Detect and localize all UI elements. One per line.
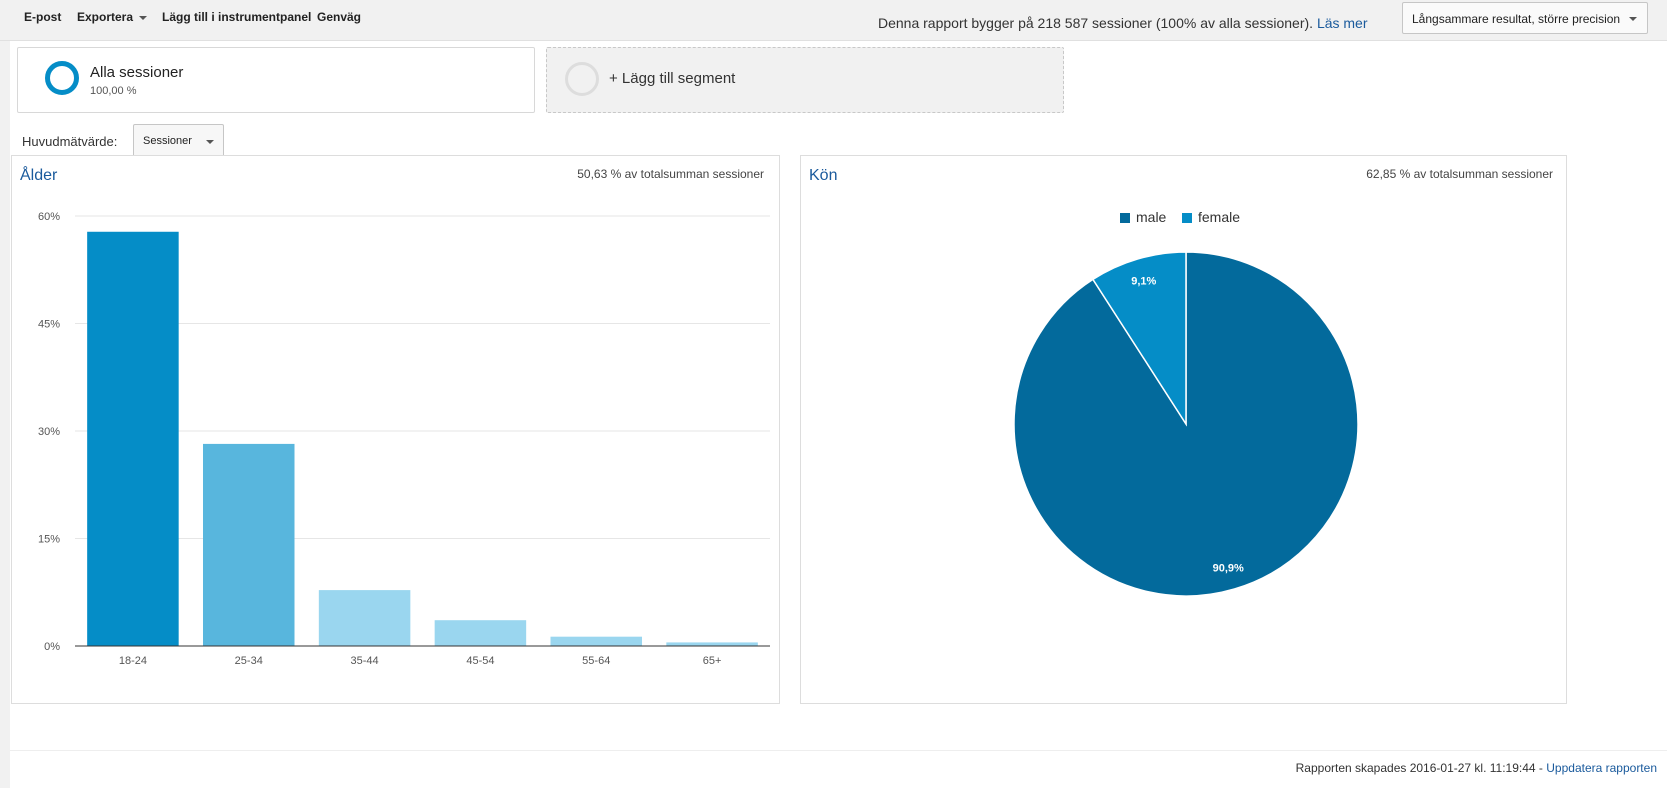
report-created-note: Rapporten skapades 2016-01-27 kl. 11:19:…: [1296, 761, 1657, 775]
segment-all-sessions[interactable]: Alla sessioner 100,00 %: [17, 47, 535, 113]
y-tick-label: 45%: [38, 319, 60, 331]
gender-panel: Kön 62,85 % av totalsumman sessioner mal…: [800, 155, 1567, 704]
export-label: Exportera: [77, 10, 134, 24]
pie-label-male: 90,9%: [1213, 563, 1244, 575]
legend-label-female: female: [1198, 209, 1241, 225]
sampling-note: Denna rapport bygger på 218 587 sessione…: [878, 15, 1368, 31]
x-tick-label: 55-64: [582, 655, 610, 667]
gender-panel-title: Kön: [809, 167, 838, 184]
x-tick-label: 65+: [703, 655, 722, 667]
chevron-down-icon: [1629, 17, 1637, 21]
age-panel-title: Ålder: [20, 167, 58, 184]
report-created-text: Rapporten skapades 2016-01-27 kl. 11:19:…: [1295, 761, 1543, 775]
segment-title: Alla sessioner: [90, 64, 184, 81]
report-footer: Rapporten skapades 2016-01-27 kl. 11:19:…: [10, 750, 1667, 787]
primary-metric-value: Sessioner: [143, 135, 192, 147]
gender-panel-share: 62,85 % av totalsumman sessioner: [1366, 167, 1553, 181]
add-segment-label: + Lägg till segment: [609, 70, 736, 87]
age-panel-share: 50,63 % av totalsumman sessioner: [577, 167, 764, 181]
x-tick-label: 25-34: [235, 655, 263, 667]
bar-25-34[interactable]: [202, 443, 295, 646]
bar-45-54[interactable]: [434, 620, 527, 646]
bar-18-24[interactable]: [87, 231, 179, 646]
read-more-link[interactable]: Läs mer: [1316, 15, 1368, 31]
shortcut-button[interactable]: Genväg: [317, 10, 362, 24]
pie-label-female: 9,1%: [1131, 275, 1156, 287]
x-tick-label: 35-44: [351, 655, 379, 667]
y-tick-label: 30%: [38, 426, 60, 438]
pie-slice-female[interactable]: [1091, 251, 1187, 427]
gender-pie-chart: 90,9% 9,1%: [1013, 251, 1359, 597]
bar-55-64[interactable]: [550, 636, 643, 646]
precision-dropdown-label: Långsammare resultat, större precision: [1412, 12, 1621, 26]
age-panel: Ålder 50,63 % av totalsumman sessioner 0…: [11, 155, 780, 704]
legend-swatch-male: [1120, 213, 1130, 223]
x-tick-label: 18-24: [119, 655, 147, 667]
primary-metric-label: Huvudmätvärde:: [22, 134, 118, 149]
y-tick-label: 15%: [38, 534, 60, 546]
legend-label-male: male: [1136, 209, 1167, 225]
x-tick-label: 45-54: [466, 655, 494, 667]
bar-35-44[interactable]: [318, 590, 411, 646]
report-toolbar: E-post Exportera Lägg till i instrumentp…: [0, 0, 1667, 41]
legend-swatch-female: [1182, 213, 1192, 223]
y-tick-label: 0%: [44, 641, 60, 653]
bar-65+[interactable]: [666, 642, 758, 646]
email-button[interactable]: E-post: [24, 10, 62, 24]
age-bar-chart: 0% 15% 30% 45% 60% 18-24 25-34 35-44 45-54 55-64 6…: [38, 211, 770, 667]
segment-percentage: 100,00 %: [90, 85, 137, 97]
add-segment-button[interactable]: + Lägg till segment: [546, 47, 1064, 113]
precision-dropdown[interactable]: Långsammare resultat, större precision: [1402, 2, 1648, 34]
segment-ring-icon: [45, 61, 79, 95]
update-report-link[interactable]: Uppdatera rapporten: [1546, 761, 1657, 775]
export-menu[interactable]: Exportera: [77, 10, 148, 24]
add-to-dashboard-button[interactable]: Lägg till i instrumentpanel: [162, 10, 312, 24]
sampling-note-text: Denna rapport bygger på 218 587 sessione…: [878, 15, 1314, 31]
chevron-down-icon: [139, 15, 148, 20]
y-tick-label: 60%: [38, 211, 60, 223]
legend-item-female[interactable]: female: [1182, 209, 1240, 225]
primary-metric-select[interactable]: Sessioner: [133, 124, 224, 157]
segment-placeholder-icon: [565, 62, 599, 96]
legend-item-male[interactable]: male: [1120, 209, 1166, 225]
chevron-down-icon: [206, 140, 214, 144]
